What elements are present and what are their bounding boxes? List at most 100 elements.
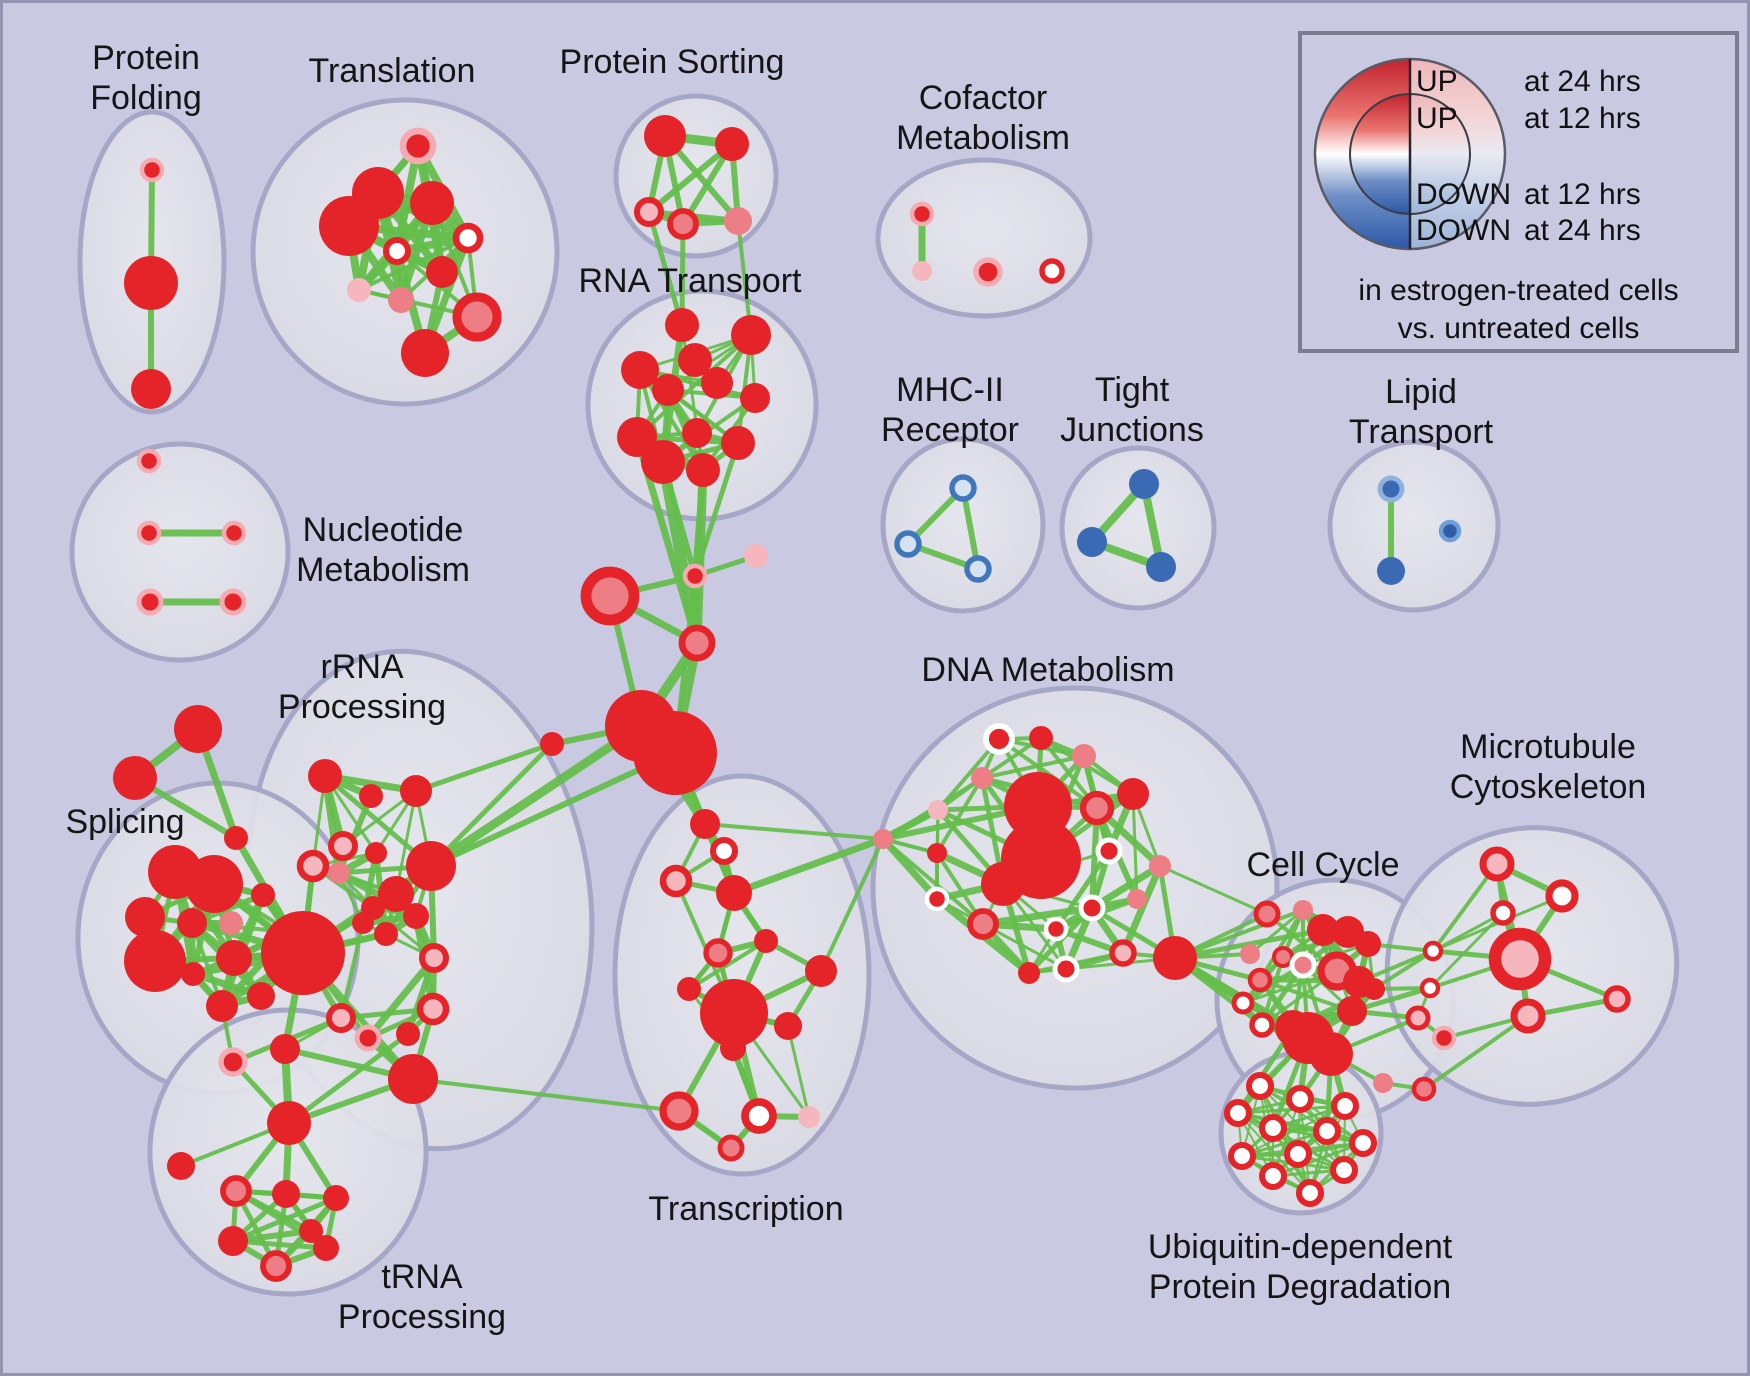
gene-node-U9 xyxy=(1258,1161,1288,1191)
gene-node-PS4 xyxy=(724,207,752,235)
edge-DN22-DN4 xyxy=(881,808,940,841)
cluster-ellipse-mhc-ii-receptor xyxy=(880,436,1046,614)
gene-node-TC13 xyxy=(798,1106,820,1128)
gene-node-TC3 xyxy=(716,875,752,911)
gene-node-U3 xyxy=(1223,1098,1253,1128)
gene-node-DN0 xyxy=(983,723,1015,755)
gene-node-QH xyxy=(261,911,345,995)
gene-node-TC5 xyxy=(703,938,733,968)
gene-node-DN6 xyxy=(1079,790,1115,826)
edge-DN21-CC8 xyxy=(1172,927,1326,961)
edge-RT11-B0 xyxy=(692,467,706,579)
legend-time-1: at 24 hrs xyxy=(1524,65,1641,98)
edge-TC0-DN22 xyxy=(703,822,885,841)
gene-node-B4 xyxy=(540,732,564,756)
legend-time-4: at 24 hrs xyxy=(1524,214,1641,247)
legend-note-line1: in estrogen-treated cells xyxy=(1358,274,1679,307)
gene-node-M0 xyxy=(949,474,977,502)
gene-node-TN2 xyxy=(323,1185,349,1211)
gene-node-U11 xyxy=(1295,1178,1325,1208)
gene-node-RT5 xyxy=(652,374,684,406)
legend-time-2: at 12 hrs xyxy=(1524,102,1641,135)
edge-TC3-DN22 xyxy=(730,835,887,897)
gene-node-TRI0 xyxy=(174,705,222,753)
gene-node-RT7 xyxy=(682,418,712,448)
gene-node-X1 xyxy=(1419,977,1441,999)
gene-node-TC4 xyxy=(754,929,778,953)
edge-RR13-RR17 xyxy=(364,954,438,1042)
gene-node-NU4 xyxy=(219,588,247,616)
edge-X5-MT4 xyxy=(1422,1014,1530,1091)
gene-node-TL6 xyxy=(426,256,458,288)
legend-note-line2: vs. untreated cells xyxy=(1397,312,1640,345)
gene-node-CC7 xyxy=(1289,951,1317,979)
gene-node-CC15 xyxy=(1309,1032,1353,1076)
gene-node-TN0 xyxy=(220,1175,252,1207)
gene-node-CC4 xyxy=(1247,967,1273,993)
gene-node-CF3 xyxy=(1039,258,1065,284)
gene-node-SP3 xyxy=(177,908,207,938)
gene-node-NU3 xyxy=(136,588,164,616)
gene-node-RR1 xyxy=(359,784,383,808)
gene-node-RR11 xyxy=(352,912,374,934)
edge-CC1-CC2 xyxy=(1248,908,1305,956)
gene-node-TC7 xyxy=(805,955,837,987)
gene-node-CF2 xyxy=(973,257,1003,287)
edge-TC9-TC13 xyxy=(786,1024,811,1119)
gene-node-J1 xyxy=(1077,527,1107,557)
gene-node-U10 xyxy=(1329,1155,1359,1185)
gene-node-U8 xyxy=(1283,1139,1313,1169)
edge-DN2-DN3 xyxy=(980,754,1086,780)
gene-node-RR7 xyxy=(378,876,414,912)
gene-node-DN13 xyxy=(1078,894,1106,922)
gene-node-DN16 xyxy=(1127,889,1147,909)
gene-node-RT11 xyxy=(686,453,720,487)
edge-TN3-TN4 xyxy=(230,1238,329,1251)
gene-node-SP9 xyxy=(247,982,275,1010)
gene-node-CC5 xyxy=(1231,991,1255,1015)
gene-node-X2 xyxy=(1405,1005,1431,1031)
edge-X1-MT2 xyxy=(1428,911,1505,990)
gene-node-U1 xyxy=(1285,1084,1315,1114)
edge-DN12-DN13 xyxy=(979,904,1096,928)
gene-node-M1 xyxy=(894,530,922,558)
gene-node-TC10 xyxy=(720,1035,746,1061)
gene-node-DN20 xyxy=(1018,962,1040,984)
gene-node-CC10 xyxy=(1355,931,1381,957)
gene-node-RR15 xyxy=(396,1022,420,1046)
gene-node-DN21 xyxy=(1153,936,1197,980)
gene-node-SP4 xyxy=(219,911,243,935)
edge-DN21-CC1 xyxy=(1173,908,1305,960)
gene-node-CC0 xyxy=(1253,900,1281,928)
gene-node-TL0 xyxy=(399,127,437,165)
edge-TC4-TC6 xyxy=(687,939,768,991)
gene-node-TN6 xyxy=(299,1219,323,1243)
gene-node-RT10 xyxy=(641,440,685,484)
edge-X0-MT2 xyxy=(1431,911,1505,953)
gene-node-TL2 xyxy=(319,196,379,256)
gene-node-DN15 xyxy=(1095,837,1123,865)
gene-node-X3 xyxy=(1431,1025,1457,1051)
gene-node-U6 xyxy=(1348,1128,1378,1158)
gene-node-DN10 xyxy=(927,843,947,863)
gene-node-B3 xyxy=(678,624,716,662)
gene-node-SP2 xyxy=(125,897,165,937)
edge-B4-RR2 xyxy=(413,741,555,794)
gene-node-TRI2 xyxy=(224,826,248,850)
edge-RT9-B0 xyxy=(692,440,741,579)
gene-node-TC8 xyxy=(700,979,768,1047)
gene-node-RT2 xyxy=(678,343,712,377)
gene-node-TL9 xyxy=(452,292,502,342)
gene-node-RR13 xyxy=(419,943,449,973)
gene-node-DN4 xyxy=(928,800,948,820)
gene-node-SP10 xyxy=(206,990,238,1022)
gene-node-RT3 xyxy=(621,351,659,389)
gene-node-TL10 xyxy=(401,329,449,377)
cluster-ellipse-nucleotide-metabolism xyxy=(69,441,291,663)
gene-node-MT2 xyxy=(1490,900,1516,926)
gene-node-SP5 xyxy=(124,930,186,992)
gene-node-NU2 xyxy=(221,520,247,546)
gene-node-TC2 xyxy=(659,864,693,898)
edge-B4-RR6 xyxy=(428,741,555,869)
gene-node-TN4 xyxy=(313,1235,339,1261)
